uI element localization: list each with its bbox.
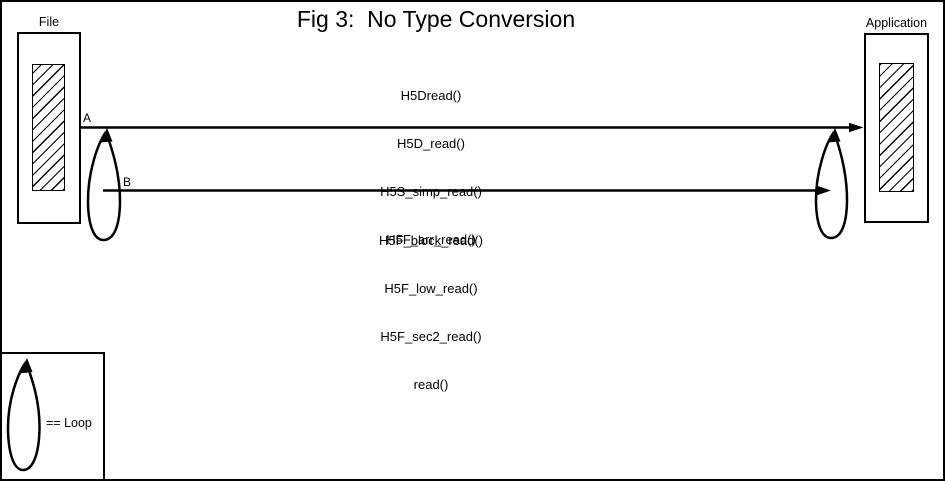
function-label: H5Dread() <box>400 88 462 103</box>
function-label: H5F_block_read() <box>378 233 484 248</box>
arrow-a-label: A <box>83 111 92 125</box>
arrow-b-function-list: H5F_block_read() H5F_low_read() H5F_sec2… <box>0 201 862 425</box>
legend-label: == Loop <box>46 416 92 430</box>
loop-right-arrowhead-icon <box>827 128 841 143</box>
arrow-b-arrowhead-icon <box>817 185 831 196</box>
arrow-a-arrowhead-icon <box>849 122 864 133</box>
arrow-b-label: B <box>123 175 132 189</box>
file-box-label: File <box>38 15 60 29</box>
figure-title: Fig 3: No Type Conversion <box>296 6 576 32</box>
application-data-hatched-rect <box>879 63 914 192</box>
file-data-hatched-rect <box>32 64 65 191</box>
legend-loop-icon <box>6 361 41 472</box>
function-label: H5F_low_read() <box>384 281 478 296</box>
function-label: H5F_sec2_read() <box>380 329 482 344</box>
legend-loop-arrowhead-icon <box>19 358 33 374</box>
loop-left-arrowhead-icon <box>99 128 113 143</box>
loop-icon-right <box>814 131 849 240</box>
function-label: H5F_arr_read() <box>386 232 476 247</box>
function-label: H5D_read() <box>397 136 465 151</box>
loop-icon-left <box>86 131 122 242</box>
function-label: read() <box>413 377 449 392</box>
application-box-label: Application <box>865 16 928 30</box>
